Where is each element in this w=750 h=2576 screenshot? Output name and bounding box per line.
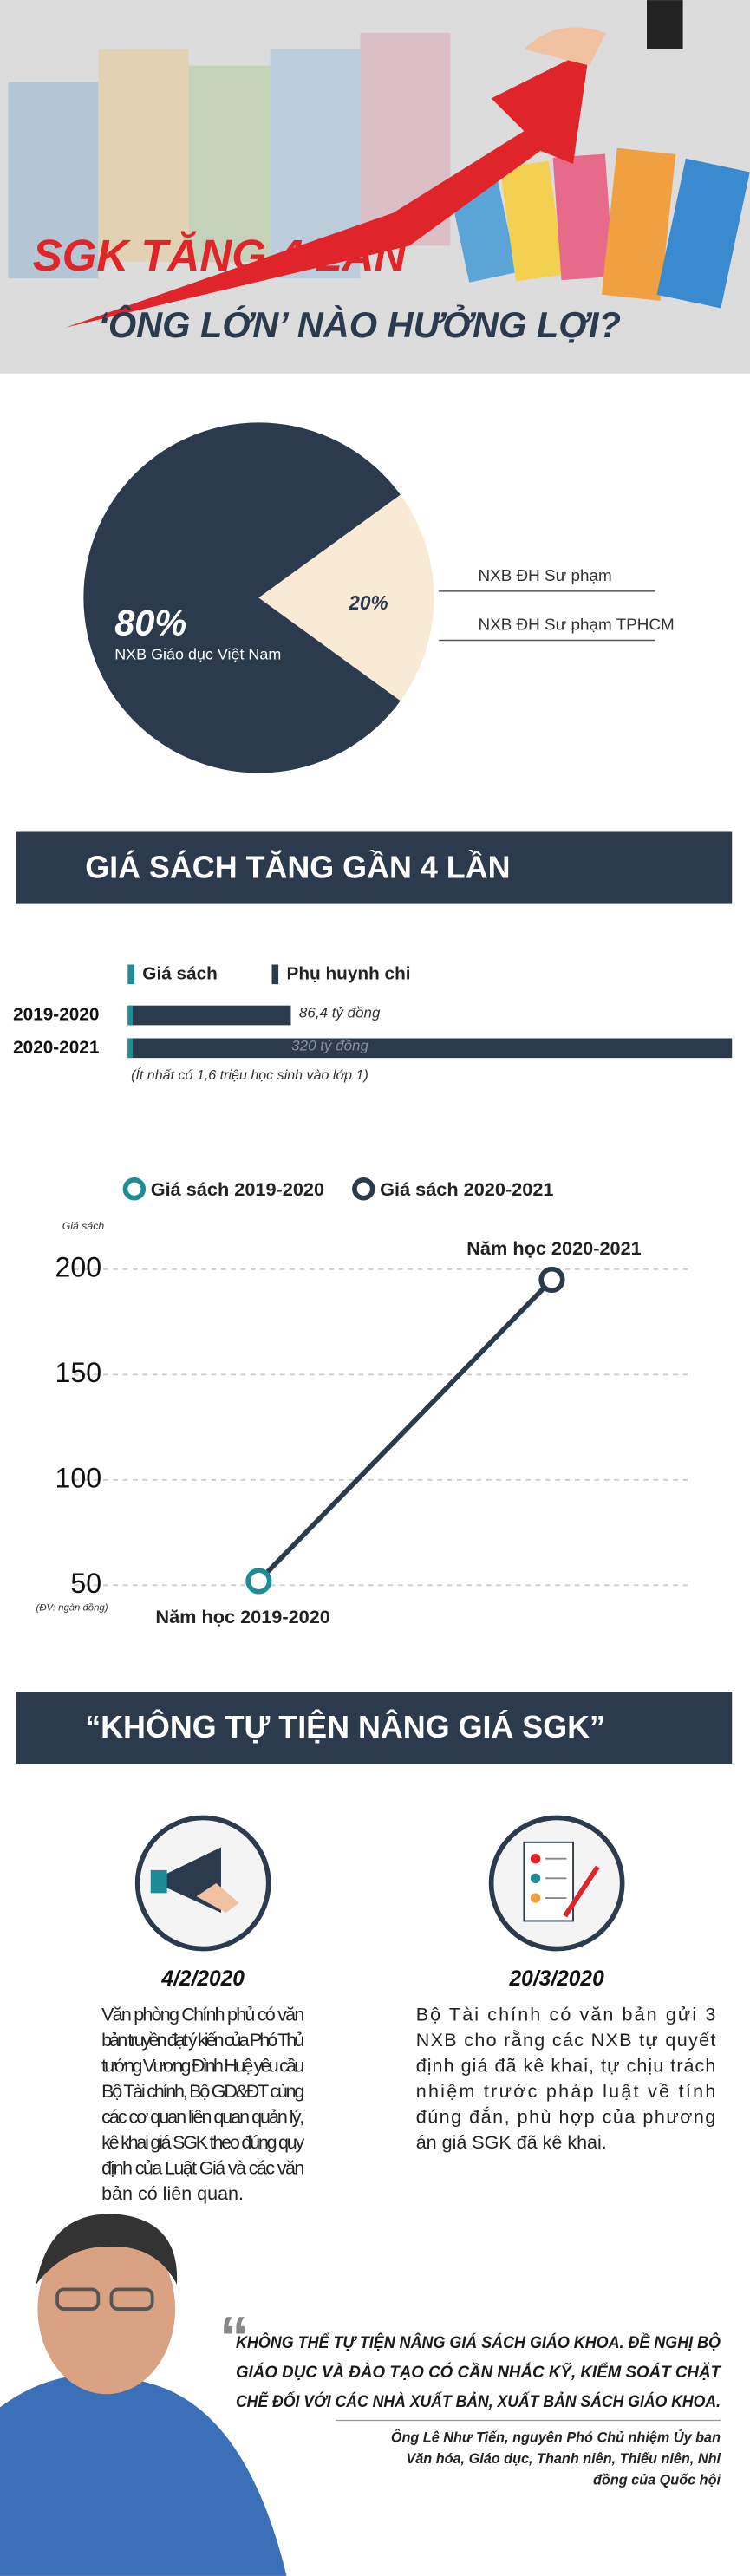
event-text: Bộ Tài chính có văn bản gửi 3 — [416, 2005, 716, 2025]
legend-label: Phụ huynh chi — [287, 963, 411, 983]
unit-note: (ĐV: ngàn đồng) — [36, 1603, 108, 1614]
section-title: GIÁ SÁCH TĂNG GẦN 4 LẦN — [85, 850, 510, 884]
publisher-label: NXB ĐH Sư phạm TPHCM — [478, 616, 674, 635]
header-art — [0, 0, 750, 374]
section-bar — [16, 831, 733, 904]
event-text: Bộ Tài chính, Bộ GD&ĐT cùng — [101, 2081, 304, 2102]
event-text: NXB cho rằng các NXB tự quyết — [416, 2029, 716, 2051]
slice-name: NXB Giáo dục Việt Nam — [114, 645, 281, 662]
y-axis-label: Giá sách — [62, 1220, 105, 1232]
icon-megaphone — [134, 1815, 271, 1952]
point-label: Năm học 2019-2020 — [155, 1606, 329, 1627]
attribution: đồng của Quốc hội — [593, 2473, 721, 2488]
point — [538, 1266, 565, 1294]
event-text: nhiệm trước pháp luật về tính — [416, 2081, 716, 2102]
section-bar — [16, 1692, 733, 1764]
event-text: các cơ quan liên quan quản lý, — [101, 2107, 304, 2128]
quote-mark: “ — [219, 2305, 249, 2371]
event-text: Văn phòng Chính phủ có văn — [101, 2005, 304, 2025]
quote-line: GIÁO DỤC VÀ ĐÀO TẠO CÓ CẦN NHẮC KỸ, KIỂM… — [236, 2361, 722, 2382]
event-text: án giá SGK đã kê khai. — [416, 2132, 607, 2153]
y-tick-label: 200 — [55, 1251, 102, 1282]
quote-line: KHÔNG THỂ TỰ TIỆN NÂNG GIÁ SÁCH GIÁO KHO… — [236, 2331, 721, 2352]
y-tick-label: 150 — [55, 1357, 102, 1388]
bar — [127, 1005, 291, 1026]
event-text: đúng đắn, phù hợp của phương — [416, 2106, 716, 2128]
attribution: Văn hóa, Giáo dục, Thanh niên, Thiếu niê… — [406, 2451, 721, 2467]
header-title: SGK TĂNG 4 LẦN — [33, 230, 408, 280]
event-text: bản có liên quan. — [101, 2183, 244, 2204]
icon-checklist — [488, 1815, 625, 1952]
line — [257, 1277, 554, 1583]
slice-label: 20% — [348, 591, 388, 614]
value-label: 86,4 tỷ đồng — [299, 1005, 381, 1021]
category-label: 2020-2021 — [13, 1037, 99, 1057]
portrait — [0, 2214, 287, 2576]
publisher-label: NXB ĐH Sư phạm — [478, 567, 611, 585]
quote-line: CHẼ ĐỐI VỚI CÁC NHÀ XUẤT BẢN, XUẤT BẢN S… — [236, 2390, 721, 2411]
legend-label: Giá sách — [142, 963, 218, 983]
section-title: “KHÔNG TỰ TIỆN NÂNG GIÁ SGK” — [85, 1710, 605, 1745]
pie-slice — [258, 494, 434, 701]
legend-marker — [122, 1177, 147, 1201]
point-label: Năm học 2020-2021 — [466, 1237, 641, 1259]
bar-cap — [127, 1005, 133, 1026]
legend-label: Giá sách 2019-2020 — [151, 1178, 324, 1200]
value-label: 320 tỷ đồng — [291, 1037, 368, 1053]
event-text: tướng Vương Đình Huệ yêu cầu — [101, 2056, 304, 2077]
legend-label: Giá sách 2020-2021 — [380, 1178, 553, 1200]
y-tick-label: 50 — [70, 1568, 101, 1599]
event-date: 20/3/2020 — [509, 1967, 605, 1991]
category-label: 2019-2020 — [13, 1005, 99, 1025]
y-tick-label: 100 — [55, 1462, 102, 1493]
pie-slice — [83, 422, 401, 773]
event-date: 4/2/2020 — [160, 1967, 245, 1991]
event-text: bản truyền đạt ý kiến của Phó Thủ — [101, 2030, 304, 2051]
bar — [127, 1038, 733, 1059]
note: (Ít nhất có 1,6 triệu học sinh vào lớp 1… — [131, 1066, 368, 1083]
event-text: kê khai giá SGK theo đúng quy — [101, 2132, 304, 2153]
header-subtitle: ‘ÔNG LỚN’ NÀO HƯỞNG LỢI? — [98, 304, 621, 345]
point — [245, 1568, 272, 1595]
slice-label: 80% — [114, 603, 186, 643]
event-text: định giá đã kê khai, tự chịu trách — [416, 2056, 716, 2077]
legend-swatch — [127, 964, 134, 985]
event-text: định của Luật Giá và các văn — [101, 2157, 304, 2178]
bar-cap — [127, 1038, 133, 1059]
attribution: Ông Lê Như Tiến, nguyên Phó Chủ nhiệm Ủy… — [391, 2429, 721, 2446]
legend-marker — [352, 1177, 375, 1201]
legend-swatch — [271, 964, 279, 985]
